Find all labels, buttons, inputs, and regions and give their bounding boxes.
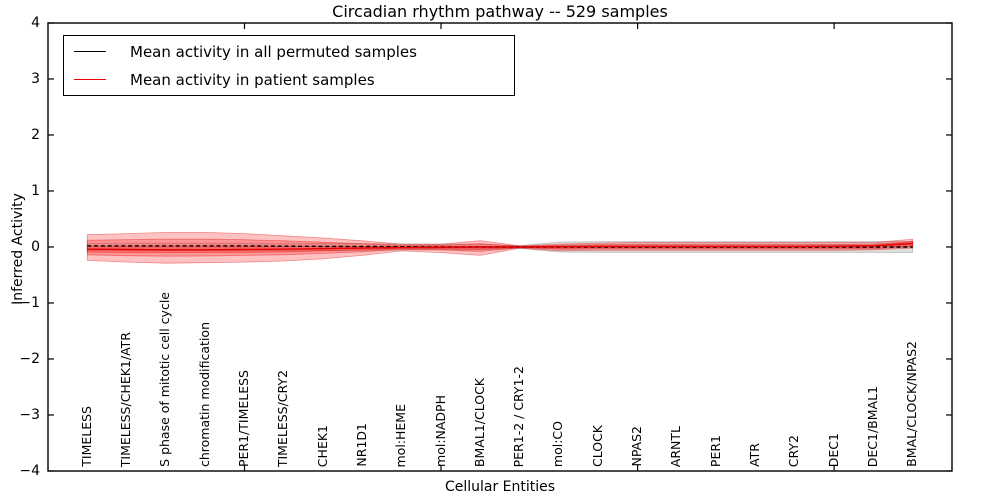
- x-category-label: BMAL/CLOCK/NPAS2: [904, 341, 920, 467]
- x-category-label: NR1D1: [353, 423, 369, 467]
- x-category-label: ARNTL: [668, 425, 684, 467]
- x-category-label: DEC1: [825, 432, 841, 467]
- x-category-label: S phase of mitotic cell cycle: [157, 292, 173, 467]
- y-tick-label: 3: [31, 71, 40, 87]
- x-category-label: chromatin modification: [196, 322, 212, 467]
- x-category-label: CRY2: [786, 434, 802, 467]
- x-axis-label: Cellular Entities: [444, 479, 556, 495]
- patient-outer-band-shape: [86, 231, 914, 264]
- x-category-label: CLOCK: [589, 424, 605, 467]
- y-tick-label: 0: [31, 239, 40, 255]
- chart-title: Circadian rhythm pathway -- 529 samples: [332, 2, 668, 21]
- permuted-line-swatch: [74, 51, 106, 52]
- legend-label-patient: Mean activity in patient samples: [130, 70, 375, 89]
- y-tick-label: −2: [19, 351, 40, 367]
- y-tick-label: 1: [31, 183, 40, 199]
- y-tick-label: −1: [19, 295, 40, 311]
- legend: Mean activity in all permuted samples Me…: [63, 35, 515, 96]
- x-category-label: mol:CO: [550, 420, 566, 467]
- x-category-label: TIMELESS: [78, 406, 94, 467]
- x-category-label: TIMELESS/CHEK1/ATR: [118, 331, 134, 467]
- x-category-label: NPAS2: [629, 426, 645, 467]
- patient-line-swatch: [74, 79, 106, 80]
- x-category-label: PER1/TIMELESS: [236, 369, 252, 467]
- x-category-label: BMAL1/CLOCK: [471, 377, 487, 467]
- legend-entry-patient: Mean activity in patient samples: [64, 69, 514, 91]
- x-category-label: DEC1/BMAL1: [864, 385, 880, 467]
- mean-patient-line: [87, 242, 913, 251]
- y-tick-label: 2: [31, 127, 40, 143]
- legend-entry-permuted: Mean activity in all permuted samples: [64, 41, 514, 63]
- x-category-label: TIMELESS/CRY2: [275, 369, 291, 467]
- y-tick-label: 4: [31, 15, 40, 31]
- x-category-label: mol:NADPH: [432, 395, 448, 467]
- x-category-label: PER1: [707, 434, 723, 467]
- x-category-label: mol:HEME: [393, 403, 409, 468]
- y-tick-label: −4: [19, 463, 40, 479]
- x-category-label: CHEK1: [314, 424, 330, 467]
- y-tick-label: −3: [19, 407, 40, 423]
- x-category-label: ATR: [746, 443, 762, 467]
- x-category-label: PER1-2 / CRY1-2: [511, 365, 527, 467]
- legend-label-permuted: Mean activity in all permuted samples: [130, 42, 417, 61]
